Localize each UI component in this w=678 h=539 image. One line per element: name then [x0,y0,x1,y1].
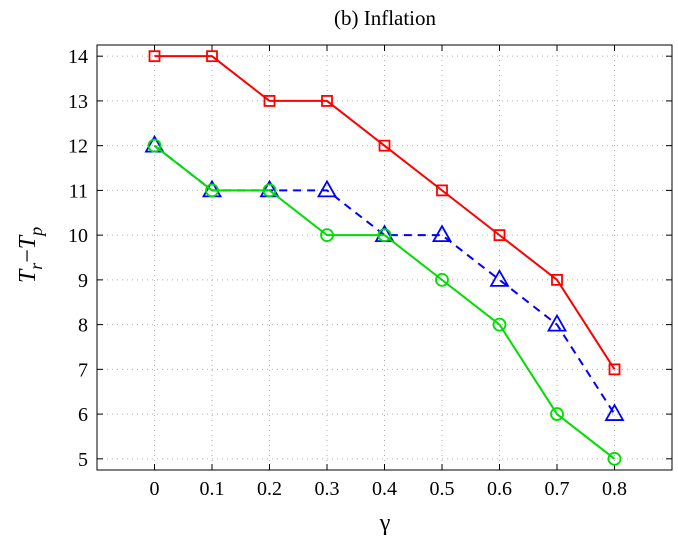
square-marker [608,363,621,376]
circle-marker [205,183,219,198]
series-1 [148,50,621,376]
square-marker [206,50,218,63]
y-axis-label-part: p [26,227,46,238]
x-axis: 0 0.1 0.2 0.3 0.4 0.5 0.6 0.7 0.8 [150,45,627,500]
x-tick-label: 0.7 [545,478,570,500]
triangle-marker [431,224,453,243]
square-marker [551,273,563,286]
y-axis-label-part: T [15,268,41,283]
y-axis: 5 6 7 8 9 10 11 12 13 14 [68,46,672,471]
y-axis-label-part: − [15,249,41,263]
triangle-marker [489,269,510,287]
square-marker [263,95,276,107]
y-tick-label: 9 [78,270,88,292]
series-line [154,55,616,370]
circle-marker [492,317,507,332]
series-layer [144,50,625,466]
plot-frame [96,44,673,471]
x-axis-label: γ [379,510,391,536]
x-tick-label: 0.1 [200,478,225,500]
y-tick-label: 13 [68,91,88,113]
circle-marker [435,272,449,287]
y-tick-label: 5 [78,449,88,471]
triangle-marker [546,313,568,332]
circle-marker [377,228,392,243]
circle-marker [262,183,277,198]
x-tick-label: 0.8 [602,478,627,500]
square-marker [148,50,161,63]
circle-marker [147,138,162,153]
circle-marker [320,228,334,243]
y-tick-label: 14 [68,46,88,68]
y-tick-label: 12 [68,136,88,158]
y-tick-label: 7 [78,359,88,381]
square-marker [493,229,506,242]
series-3 [147,138,622,466]
x-tick-label: 0.6 [487,478,512,500]
y-tick-label: 8 [78,315,88,337]
circle-marker [607,451,622,466]
triangle-marker [316,179,338,198]
x-tick-label: 0.5 [430,478,455,500]
y-tick-label: 10 [68,225,88,247]
y-axis-label: Tr−Tp [15,227,46,283]
square-marker [378,139,391,152]
chart-title: (b) Inflation [334,6,437,30]
x-tick-label: 0.4 [372,478,397,500]
x-tick-label: 0 [150,478,160,500]
series-line [153,144,616,415]
y-tick-label: 11 [69,180,88,202]
y-tick-label: 6 [78,404,88,426]
square-marker [321,95,333,107]
triangle-marker [604,403,625,421]
x-tick-label: 0.3 [315,478,340,500]
series-line [153,144,616,460]
y-axis-label-part: T [15,234,41,249]
square-marker [436,184,448,197]
grid [97,45,672,470]
circle-marker [550,407,564,421]
x-tick-label: 0.2 [257,478,282,500]
y-axis-label-part: r [26,262,46,270]
